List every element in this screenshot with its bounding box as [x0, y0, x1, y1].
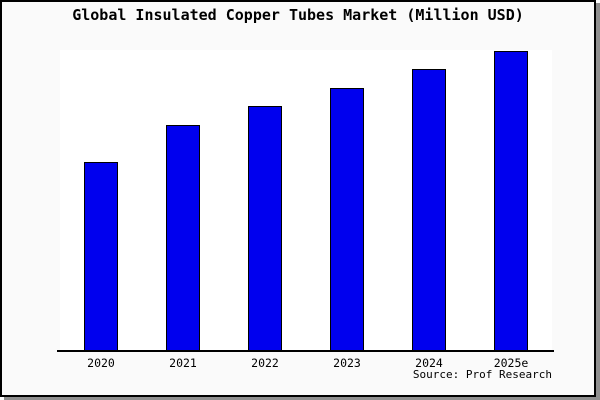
chart-title: Global Insulated Copper Tubes Market (Mi…: [72, 6, 524, 24]
plot-area: [60, 50, 552, 351]
bar-2023: [330, 88, 364, 351]
bar-2020: [84, 162, 118, 351]
source-note: Source: Prof Research: [412, 368, 552, 381]
bar-2021: [166, 125, 200, 351]
bar-2025e: [494, 51, 528, 351]
x-axis-line: [57, 350, 554, 352]
bar-2022: [248, 106, 282, 351]
bar-2024: [412, 69, 446, 351]
